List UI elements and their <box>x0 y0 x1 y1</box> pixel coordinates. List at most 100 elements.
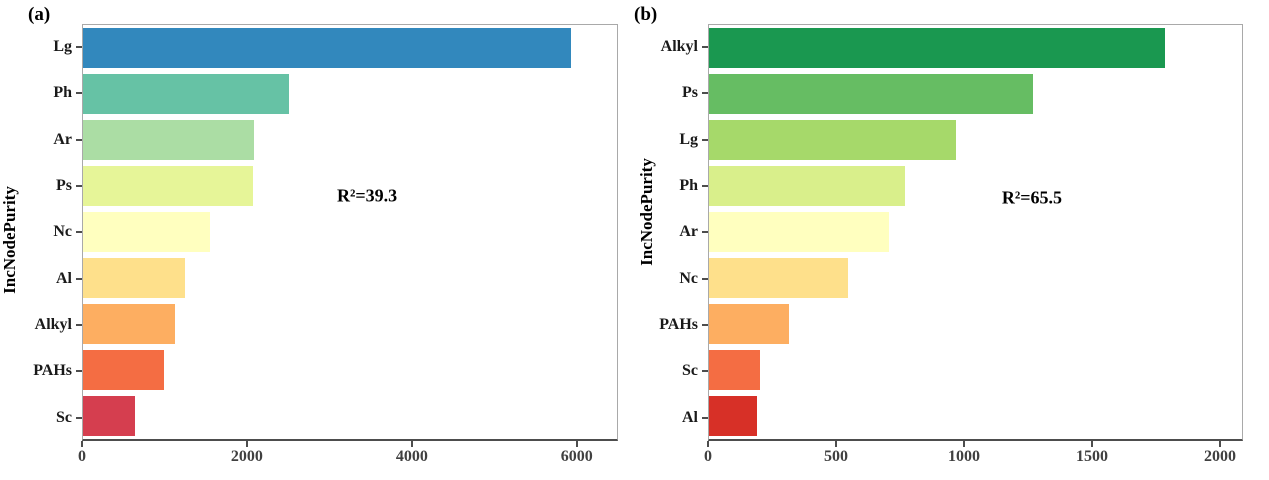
category-row: Ar <box>620 209 708 255</box>
category-row: Ph <box>620 163 708 209</box>
x-tick-mark <box>1090 441 1093 447</box>
y-tick-mark <box>76 370 82 373</box>
bar-Al <box>83 258 185 298</box>
y-tick-mark <box>76 92 82 95</box>
x-tick-2000: 2000 <box>1204 441 1236 466</box>
y-tick-mark <box>702 46 708 49</box>
bars-container <box>83 25 617 439</box>
x-tick-4000: 4000 <box>396 441 428 466</box>
panel-a-label: (a) <box>28 4 51 25</box>
bar-row <box>709 117 1242 163</box>
category-label-Ps: Ps <box>56 177 72 195</box>
x-tick-0: 0 <box>78 441 86 466</box>
bar-Lg <box>709 120 957 160</box>
category-row: PAHs <box>0 348 82 394</box>
plot-area-a: R²=39.3 <box>82 24 618 441</box>
category-label-Ph: Ph <box>53 84 72 102</box>
category-label-PAHs: PAHs <box>659 316 698 334</box>
category-label-Ar: Ar <box>679 223 698 241</box>
bar-row <box>83 347 617 393</box>
category-row: Ar <box>0 117 82 163</box>
y-tick-mark <box>702 92 708 95</box>
category-row: Ps <box>0 163 82 209</box>
category-row: PAHs <box>620 302 708 348</box>
bar-row <box>83 71 617 117</box>
category-label-Sc: Sc <box>56 408 72 426</box>
y-tick-mark <box>702 277 708 280</box>
category-row: Nc <box>620 256 708 302</box>
category-row: Sc <box>0 395 82 441</box>
x-tick-2000: 2000 <box>231 441 263 466</box>
panel-b-label: (b) <box>634 4 658 25</box>
x-tick-mark <box>707 441 709 447</box>
x-tick-label: 2000 <box>230 448 263 465</box>
category-label-Nc: Nc <box>679 269 698 287</box>
category-row: Ph <box>0 70 82 116</box>
category-label-Al: Al <box>682 408 698 426</box>
bar-Ps <box>709 74 1033 114</box>
bar-Nc <box>709 258 848 298</box>
category-label-Lg: Lg <box>679 130 698 148</box>
bar-Ar <box>709 212 889 252</box>
y-tick-mark <box>702 231 708 234</box>
x-tick-1500: 1500 <box>1076 441 1108 466</box>
r-squared-annotation: R²=39.3 <box>337 185 398 206</box>
bar-row <box>709 71 1242 117</box>
bar-Ps <box>83 166 254 206</box>
y-tick-mark <box>702 324 708 327</box>
bar-Alkyl <box>83 304 175 344</box>
category-label-PAHs: PAHs <box>33 362 72 380</box>
category-label-Sc: Sc <box>682 362 698 380</box>
bar-row <box>83 301 617 347</box>
x-tick-mark <box>410 441 413 447</box>
x-tick-mark <box>962 441 965 447</box>
x-tick-label: 1000 <box>947 448 980 465</box>
y-tick-mark <box>702 185 708 188</box>
x-tick-mark <box>81 441 83 447</box>
bar-Ph <box>83 74 290 114</box>
bar-row <box>83 163 617 209</box>
y-tick-mark <box>76 231 82 234</box>
y-tick-mark <box>76 185 82 188</box>
y-tick-mark <box>76 416 82 419</box>
y-tick-mark <box>702 370 708 373</box>
bar-row <box>709 163 1242 209</box>
category-row: Nc <box>0 209 82 255</box>
x-tick-0: 0 <box>704 441 712 466</box>
bar-Sc <box>709 350 760 390</box>
category-row: Sc <box>620 348 708 394</box>
category-label-Alkyl: Alkyl <box>660 38 698 56</box>
bar-row <box>709 347 1242 393</box>
y-tick-mark <box>702 138 708 141</box>
x-tick-label: 6000 <box>560 448 593 465</box>
bar-Al <box>709 396 758 436</box>
category-row: Al <box>620 395 708 441</box>
y-tick-mark <box>76 277 82 280</box>
category-row: Ps <box>620 70 708 116</box>
bar-PAHs <box>83 350 165 390</box>
bar-Sc <box>83 396 135 436</box>
x-tick-label: 1500 <box>1075 448 1108 465</box>
x-tick-label: 2000 <box>1203 448 1236 465</box>
x-tick-500: 500 <box>824 441 848 466</box>
category-labels: Lg Ph Ar Ps Nc Al Alkyl PAHs Sc <box>0 24 82 441</box>
bar-Alkyl <box>709 28 1166 68</box>
bar-Lg <box>83 28 571 68</box>
x-tick-mark <box>1218 441 1221 447</box>
category-label-Ps: Ps <box>682 84 698 102</box>
x-tick-mark <box>834 441 837 447</box>
y-tick-mark <box>76 138 82 141</box>
x-axis: 0 500 1000 1500 2000 <box>704 441 1243 471</box>
x-tick-label: 4000 <box>395 448 428 465</box>
r-squared-annotation: R²=65.5 <box>1001 187 1063 208</box>
bar-row <box>709 25 1242 71</box>
y-tick-mark <box>702 416 708 419</box>
bar-row <box>83 25 617 71</box>
category-row: Alkyl <box>0 302 82 348</box>
category-row: Lg <box>620 117 708 163</box>
bar-row <box>83 117 617 163</box>
y-tick-mark <box>76 324 82 327</box>
bar-row <box>83 209 617 255</box>
x-tick-1000: 1000 <box>948 441 980 466</box>
